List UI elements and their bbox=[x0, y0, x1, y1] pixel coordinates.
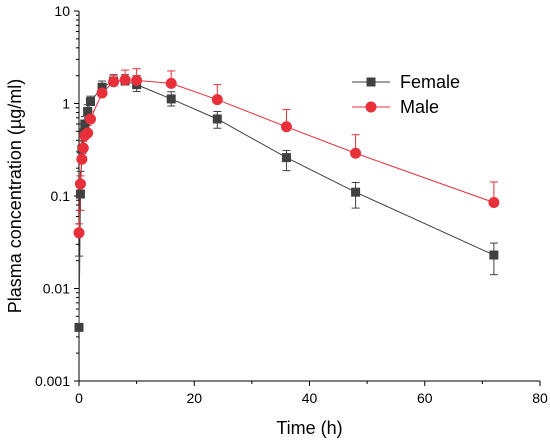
male-marker bbox=[211, 94, 223, 106]
male-marker bbox=[76, 153, 88, 165]
x-tick-label: 60 bbox=[417, 390, 433, 406]
legend-label-male: Male bbox=[400, 97, 439, 117]
female-marker bbox=[97, 82, 107, 92]
male-marker bbox=[108, 76, 120, 88]
x-tick-label: 20 bbox=[186, 390, 202, 406]
y-tick-label: 0.01 bbox=[43, 281, 70, 297]
male-marker bbox=[85, 113, 97, 125]
y-tick-label: 10 bbox=[54, 3, 70, 19]
legend-marker-male bbox=[365, 101, 377, 113]
female-marker bbox=[281, 153, 291, 163]
x-axis-title: Time (h) bbox=[276, 418, 342, 438]
legend-label-female: Female bbox=[400, 72, 460, 92]
female-marker bbox=[83, 106, 93, 116]
female-marker bbox=[489, 250, 499, 260]
female-marker bbox=[166, 94, 176, 104]
y-axis-title: Plasma concentration (µg/ml) bbox=[5, 79, 25, 313]
legend: Female Male bbox=[352, 72, 460, 117]
male-marker bbox=[350, 147, 362, 159]
male-marker bbox=[119, 74, 131, 86]
axes: 0 20 40 60 80 0.001 0.01 0.1 1 10 bbox=[35, 3, 548, 406]
y-tick-label: 1 bbox=[62, 96, 70, 112]
data-markers bbox=[73, 74, 500, 332]
female-marker bbox=[212, 114, 222, 124]
female-marker bbox=[80, 119, 90, 129]
female-marker bbox=[86, 97, 96, 107]
female-marker bbox=[75, 189, 85, 199]
male-marker bbox=[96, 87, 108, 99]
female-marker bbox=[74, 322, 84, 332]
y-tick-label: 0.1 bbox=[51, 188, 71, 204]
male-marker bbox=[165, 77, 177, 89]
male-marker bbox=[488, 197, 500, 209]
male-marker bbox=[82, 127, 94, 139]
y-tick-label: 0.001 bbox=[35, 373, 70, 389]
female-marker bbox=[351, 187, 361, 197]
x-tick-label: 40 bbox=[302, 390, 318, 406]
male-marker bbox=[74, 178, 86, 190]
legend-marker-female bbox=[366, 77, 376, 87]
x-tick-label: 80 bbox=[532, 390, 548, 406]
male-marker bbox=[280, 121, 292, 133]
female-series-line bbox=[78, 80, 495, 328]
male-marker bbox=[131, 74, 143, 86]
male-marker bbox=[77, 142, 89, 154]
male-marker bbox=[73, 227, 85, 239]
x-tick-label: 0 bbox=[75, 390, 83, 406]
